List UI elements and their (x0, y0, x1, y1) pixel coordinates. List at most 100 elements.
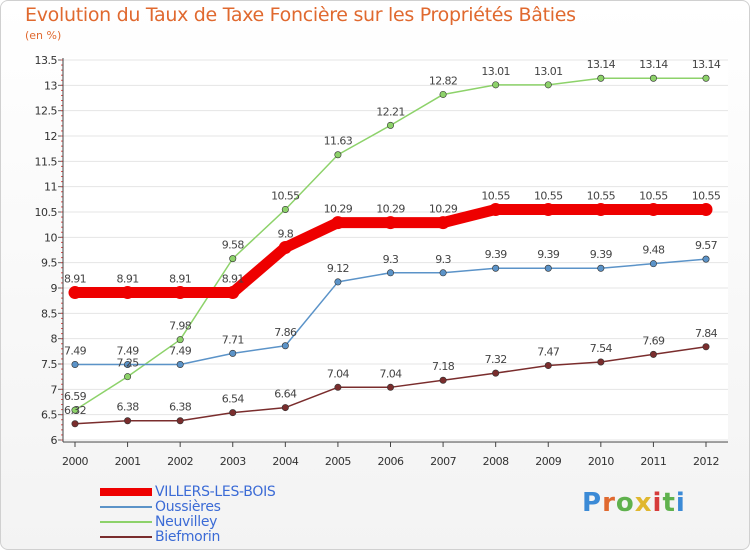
data-label: 9.3 (383, 253, 399, 266)
data-label: 8.91 (64, 273, 86, 286)
y-tick-label: 9 (51, 282, 58, 295)
data-label: 10.55 (639, 189, 668, 202)
legend-item-villers: VILLERS-LES-BOIS (100, 484, 340, 501)
data-label: 7.47 (537, 346, 560, 359)
y-tick-label: 11 (44, 181, 57, 194)
data-label: 8.91 (169, 273, 191, 286)
data-label: 12.21 (376, 105, 405, 118)
data-label: 10.55 (534, 189, 563, 202)
x-tick-label: 2004 (272, 455, 298, 468)
data-point (544, 264, 552, 272)
data-label: 7.49 (117, 345, 140, 358)
data-point (597, 264, 605, 272)
data-label: 13.01 (481, 65, 510, 78)
y-tick-label: 8.5 (41, 307, 57, 320)
data-point (229, 255, 237, 263)
chart-title: Evolution du Taux de Taxe Foncière sur l… (25, 4, 576, 26)
data-point (68, 286, 82, 300)
y-tick-label: 6 (51, 434, 58, 447)
data-point (281, 404, 289, 412)
data-point (597, 358, 605, 366)
x-tick-label: 2011 (640, 455, 666, 468)
data-label: 10.29 (376, 203, 405, 216)
y-tick-label: 10.5 (35, 206, 58, 219)
x-tick-label: 2008 (483, 455, 509, 468)
legend-swatch-neuvilley (100, 521, 152, 523)
data-point (124, 417, 132, 425)
data-point (121, 286, 135, 300)
data-label: 13.14 (587, 58, 616, 71)
y-tick-label: 9.5 (41, 257, 57, 270)
data-point (594, 202, 608, 216)
data-point (124, 361, 132, 369)
data-label: 7.98 (169, 320, 192, 333)
data-label: 9.39 (537, 248, 560, 261)
logo-letter: i (652, 488, 663, 518)
data-point (229, 409, 237, 417)
data-point (226, 286, 240, 300)
data-label: 7.71 (222, 333, 244, 346)
data-point (386, 383, 394, 391)
y-tick-label: 7 (51, 383, 58, 396)
data-point (334, 383, 342, 391)
x-tick-label: 2001 (115, 455, 141, 468)
data-label: 7.04 (379, 367, 402, 380)
data-label: 9.8 (277, 227, 293, 240)
chart-subtitle: (en %) (25, 29, 62, 42)
data-point (646, 202, 660, 216)
x-tick-label: 2010 (588, 455, 614, 468)
data-label: 9.48 (642, 244, 665, 257)
data-label: 6.38 (169, 401, 192, 414)
logo-letter: P (582, 488, 603, 518)
y-tick-label: 10 (44, 231, 57, 244)
data-point (439, 90, 447, 98)
data-label: 13.14 (692, 58, 721, 71)
logo-letter: r (602, 488, 616, 518)
data-label: 7.54 (590, 342, 613, 355)
logo-letter: o (615, 488, 635, 518)
x-tick-label: 2002 (167, 455, 193, 468)
legend-label-oussieres: Oussières (155, 499, 221, 515)
data-label: 10.55 (692, 189, 721, 202)
legend-label-neuvilley: Neuvilley (155, 514, 218, 530)
data-point (229, 349, 237, 357)
data-point (702, 343, 710, 351)
y-tick-label: 13 (44, 79, 57, 92)
y-tick-label: 6.5 (41, 409, 57, 422)
data-label: 9.57 (695, 239, 718, 252)
data-point (649, 74, 657, 82)
x-tick-label: 2005 (325, 455, 351, 468)
data-label: 7.86 (274, 326, 297, 339)
data-point (489, 202, 503, 216)
y-tick-label: 7.5 (41, 358, 57, 371)
data-point (334, 151, 342, 159)
data-point (439, 376, 447, 384)
data-label: 12.82 (429, 74, 458, 87)
y-tick-label: 12.5 (35, 105, 58, 118)
data-point (173, 286, 187, 300)
legend-item-biefmorin: Biefmorin (100, 529, 340, 546)
data-point (702, 255, 710, 263)
data-point (384, 216, 397, 230)
data-point (544, 81, 552, 89)
data-label: 10.55 (271, 189, 300, 202)
data-label: 9.58 (222, 239, 245, 252)
data-label: 8.91 (117, 273, 139, 286)
data-label: 7.49 (169, 345, 192, 358)
logo-letter: t (662, 488, 676, 518)
proxiti-logo: Proxiti (582, 488, 686, 518)
data-point (281, 205, 289, 213)
data-point (436, 216, 450, 230)
data-label: 6.54 (222, 393, 245, 406)
data-label: 9.12 (327, 262, 349, 275)
logo-letter: i (675, 488, 686, 518)
x-tick-label: 2007 (430, 455, 456, 468)
y-tick-label: 12 (44, 130, 57, 143)
data-point (699, 202, 713, 216)
data-point (541, 202, 555, 216)
data-label: 11.63 (324, 135, 353, 148)
data-point (334, 278, 342, 286)
data-point (492, 264, 500, 272)
data-label: 7.69 (642, 334, 665, 347)
legend-label-biefmorin: Biefmorin (155, 529, 221, 545)
